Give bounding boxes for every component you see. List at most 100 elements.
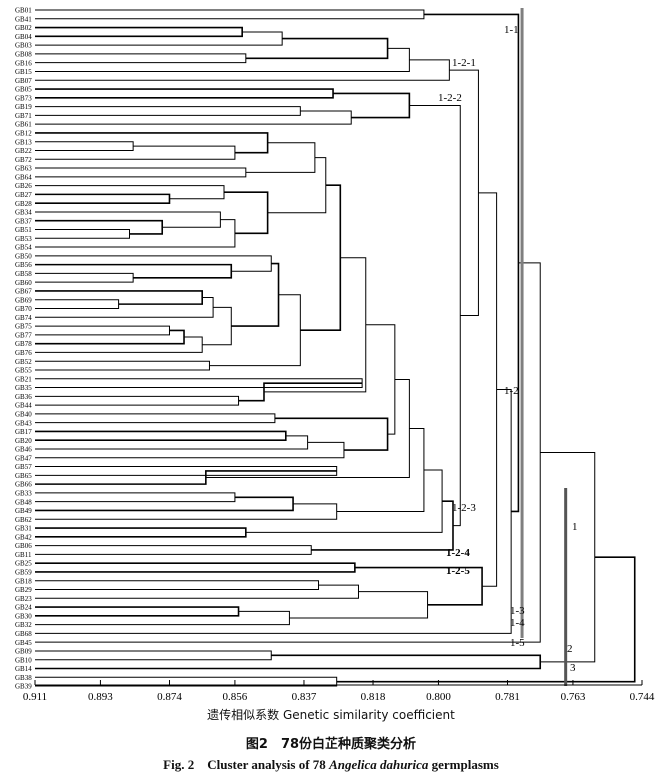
leaf-label: GB57 <box>15 463 32 471</box>
cluster-label: 1-2-4 <box>446 547 470 559</box>
leaf-label: GB64 <box>15 173 32 181</box>
dendrogram-link <box>35 106 301 116</box>
cluster-label: 1-2-2 <box>438 92 462 104</box>
leaf-label: GB28 <box>15 200 32 208</box>
caption-species: Angelica dahurica <box>329 757 429 772</box>
leaf-labels: GB01GB41GB02GB04GB03GB08GB16GB15GB07GB05… <box>15 7 32 691</box>
leaf-label: GB69 <box>15 296 32 304</box>
leaf-label: GB68 <box>15 630 32 638</box>
leaf-label: GB17 <box>15 428 32 436</box>
dendrogram-link <box>205 378 410 479</box>
cluster-label: 1-1 <box>504 24 519 36</box>
leaf-label: GB56 <box>15 261 32 269</box>
leaf-label: GB51 <box>15 226 32 234</box>
dendrogram-link <box>35 272 134 283</box>
dendrogram-link <box>35 395 240 406</box>
leaf-label: GB70 <box>15 305 32 313</box>
dendrogram-link <box>300 184 342 331</box>
dendrogram-link <box>238 382 363 402</box>
leaf-label: GB76 <box>15 349 32 357</box>
leaf-label: GB02 <box>15 24 32 32</box>
dendrogram-link <box>35 219 164 235</box>
leaf-label: GB31 <box>15 525 32 533</box>
dendrogram-link <box>478 192 498 587</box>
dendrogram-link <box>35 26 243 38</box>
dendrogram-link <box>35 378 363 389</box>
dendrogram-link <box>209 294 301 367</box>
leaf-label: GB05 <box>15 86 32 94</box>
leaf-label: GB25 <box>15 560 32 568</box>
leaf-label: GB52 <box>15 358 32 366</box>
leaf-label: GB49 <box>15 507 32 515</box>
leaf-label: GB14 <box>15 665 32 673</box>
leaf-label: GB40 <box>15 410 32 418</box>
dendrogram-link <box>35 329 185 345</box>
leaf-label: GB66 <box>15 481 32 489</box>
leaf-label: GB47 <box>15 454 32 462</box>
dendrogram-link <box>35 9 425 20</box>
dendrogram-link <box>35 325 170 336</box>
leaf-label: GB63 <box>15 165 32 173</box>
dendrogram-link <box>333 92 411 119</box>
dendrogram-link <box>35 229 131 239</box>
leaf-label: GB59 <box>15 569 32 577</box>
x-tick-label: 0.837 <box>292 691 317 703</box>
dendrogram-link <box>263 257 367 393</box>
leaf-label: GB24 <box>15 604 32 612</box>
leaf-label: GB35 <box>15 384 32 392</box>
dendrogram-link <box>311 500 454 551</box>
leaf-label: GB75 <box>15 323 32 331</box>
dendrogram-link <box>35 650 272 661</box>
dendrogram-links <box>35 9 636 687</box>
dendrogram-link <box>245 469 443 533</box>
cut-lines <box>520 8 568 686</box>
x-axis-title: 遗传相似系数 Genetic similarity coefficient <box>207 708 455 722</box>
dendrogram-link <box>35 527 247 538</box>
dendrogram-link <box>224 191 269 235</box>
x-tick-label: 0.874 <box>157 691 182 703</box>
cluster-label: 3 <box>570 662 576 674</box>
dendrogram-link <box>35 211 221 228</box>
leaf-label: GB78 <box>15 340 32 348</box>
cluster-label: 1 <box>572 521 578 533</box>
leaf-label: GB37 <box>15 217 32 225</box>
leaf-label: GB15 <box>15 68 32 76</box>
cluster-labels: 1-1 1-2-1 1-2-2 1-2 1-2-3 1-2-4 1-2-5 1-31-4 1-5… <box>438 24 578 674</box>
x-tick-label: 0.781 <box>495 691 520 703</box>
dendrogram-link <box>202 306 232 346</box>
leaf-label: GB48 <box>15 498 32 506</box>
dendrogram-link <box>35 31 283 46</box>
leaf-label: GB50 <box>15 252 32 260</box>
dendrogram-link <box>35 193 171 204</box>
leaf-label: GB54 <box>15 244 32 252</box>
dendrogram-link <box>35 610 290 626</box>
dendrogram-link <box>35 430 287 442</box>
leaf-label: GB32 <box>15 621 32 629</box>
dendrogram-link <box>35 413 276 424</box>
caption-prefix: Fig. 2 Cluster analysis of 78 <box>163 757 330 772</box>
dendrogram-link <box>35 88 334 99</box>
cluster-label: 1-4 <box>510 617 525 629</box>
dendrogram-link <box>35 185 225 200</box>
leaf-label: GB43 <box>15 419 32 427</box>
leaf-label: GB61 <box>15 121 32 129</box>
cluster-label: 1-2 <box>504 385 519 397</box>
leaf-label: GB23 <box>15 595 32 603</box>
leaf-label: GB04 <box>15 33 32 41</box>
leaf-label: GB39 <box>15 683 32 691</box>
leaf-label: GB11 <box>15 551 32 559</box>
leaf-label: GB72 <box>15 156 32 164</box>
dendrogram-link <box>35 145 236 160</box>
dendrogram-link <box>35 584 359 599</box>
leaf-label: GB21 <box>15 375 32 383</box>
leaf-label: GB30 <box>15 612 32 620</box>
dendrogram-link <box>35 262 541 643</box>
leaf-label: GB77 <box>15 331 32 339</box>
dendrogram-link <box>35 53 247 64</box>
dendrogram-link <box>35 297 214 318</box>
leaf-label: GB33 <box>15 490 32 498</box>
caption-suffix: germplasms <box>428 757 499 772</box>
leaf-label: GB73 <box>15 94 32 102</box>
dendrogram-link <box>245 142 316 173</box>
